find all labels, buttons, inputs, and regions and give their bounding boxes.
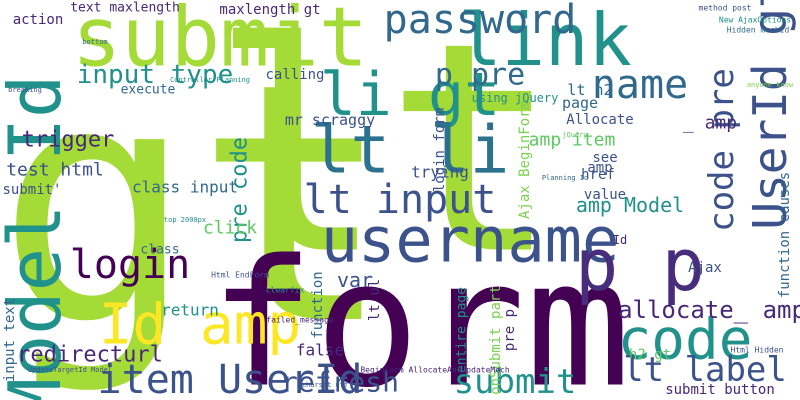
- word: see: [592, 150, 617, 166]
- word: click: [203, 218, 257, 239]
- word: amp item: [529, 130, 616, 151]
- word: input text: [2, 298, 18, 382]
- word: login_form: [432, 108, 448, 192]
- word: Planning Id: [542, 174, 588, 182]
- word: top 2000px: [164, 216, 206, 224]
- word: trigger: [22, 128, 115, 153]
- word: value: [584, 187, 626, 203]
- word: pre p: [502, 309, 518, 351]
- word: lt label: [623, 350, 787, 390]
- word: onSubmit part: [488, 285, 504, 395]
- word: class: [140, 243, 179, 258]
- word: false: [296, 341, 344, 360]
- word: clearfix: [266, 286, 305, 295]
- word: Html Hidden: [731, 346, 784, 355]
- word: submit: [72, 0, 368, 86]
- word: Id amp: [99, 293, 301, 358]
- word: action: [13, 12, 64, 28]
- word: using jQuery: [472, 91, 559, 105]
- word: item UserId: [98, 357, 363, 400]
- word: method post: [699, 4, 752, 13]
- word: bottom: [82, 38, 107, 46]
- word: username: [321, 204, 620, 277]
- word: function: [310, 271, 326, 338]
- word: page: [562, 94, 598, 112]
- word: Allocate: [566, 112, 633, 128]
- word: lt input: [304, 177, 497, 223]
- word: h2 gt: [629, 347, 671, 363]
- word: Ajax BeginForm: [517, 101, 533, 219]
- word: password: [384, 0, 577, 43]
- word: calling: [265, 67, 324, 83]
- word: Controller Planning: [170, 76, 250, 84]
- word: submit': [2, 182, 61, 198]
- word: Id: [613, 233, 627, 247]
- word: BeginForm AllocateAndUpdateMech: [360, 366, 509, 375]
- word: Ajax: [688, 260, 722, 276]
- word: execute: [121, 83, 176, 98]
- word: p pre: [435, 58, 525, 93]
- word: UpdateTargetId Model: [28, 366, 112, 374]
- word: redirecturl: [17, 343, 163, 368]
- word: var: [337, 268, 373, 292]
- word: amp Model: [576, 193, 684, 217]
- word: maxlength gt: [219, 2, 320, 18]
- word: test html: [6, 160, 104, 181]
- word: login: [70, 242, 190, 288]
- word: name: [592, 62, 688, 108]
- word: Html EndForm: [211, 271, 269, 280]
- word: gt: [0, 13, 394, 397]
- word: li gt: [320, 60, 501, 130]
- word: refresh: [281, 366, 399, 399]
- word: lt: [210, 0, 559, 319]
- word: _ amp: [683, 113, 737, 134]
- word: submit: [454, 362, 577, 400]
- word: trying: [411, 163, 469, 182]
- word: lt li: [311, 112, 510, 189]
- word: function causes: [777, 172, 793, 298]
- word: class input: [132, 178, 238, 197]
- word: breaking: [8, 86, 42, 94]
- word: href: [581, 167, 615, 183]
- word: jQuery: [562, 131, 587, 139]
- word: Hidden mechId: [727, 26, 790, 35]
- word: failed_message: [266, 316, 334, 325]
- word: amp: [587, 160, 612, 176]
- word: input type: [77, 60, 234, 90]
- word: pre code: [228, 137, 253, 243]
- word: text maxlength: [70, 1, 180, 16]
- word: charset utf: [302, 381, 348, 389]
- word: link: [458, 0, 631, 82]
- word: New AjaxOptions: [719, 16, 791, 25]
- word: mr scraggy: [285, 111, 375, 129]
- word: code pre: [702, 68, 742, 232]
- word: lt h2: [567, 81, 612, 99]
- word: code: [618, 308, 753, 373]
- word: submit button: [665, 382, 775, 398]
- word: allocate_ amp: [618, 296, 800, 324]
- word: form: [209, 224, 630, 400]
- word: Model Id: [0, 75, 77, 400]
- word: return: [161, 301, 219, 320]
- word: lt ul: [367, 279, 383, 321]
- word: UserId gt: [743, 0, 797, 230]
- word: p p: [575, 223, 705, 307]
- word: entire page: [455, 287, 470, 373]
- word: anyone know: [747, 81, 794, 89]
